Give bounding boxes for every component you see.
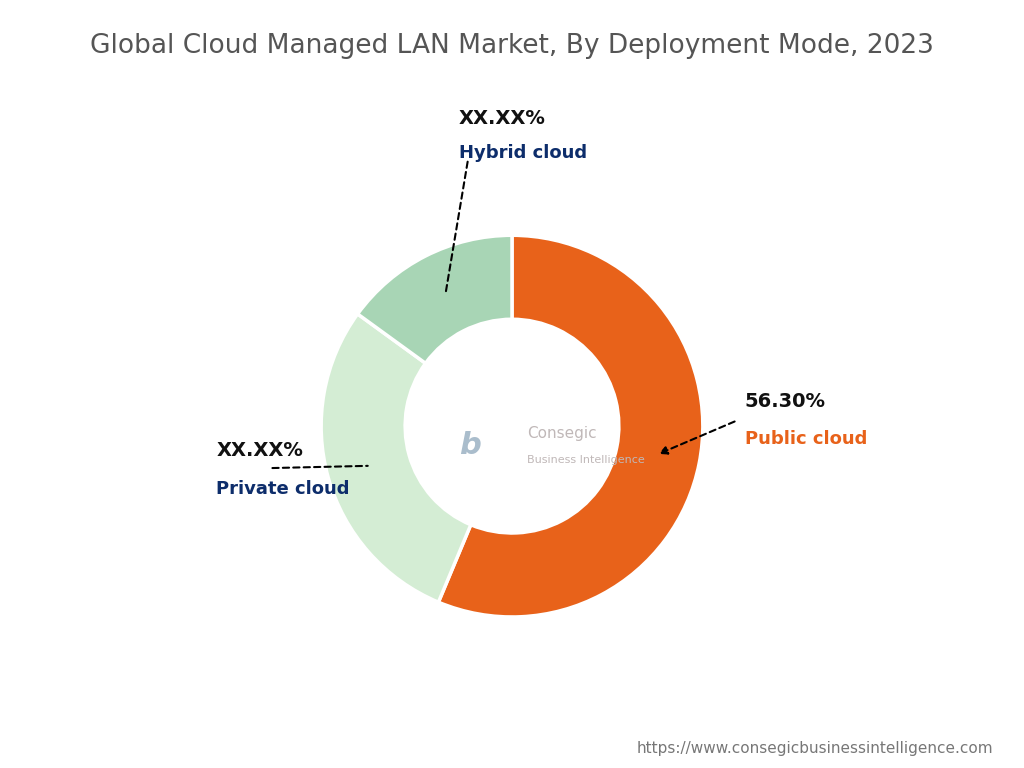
Text: XX.XX%: XX.XX% <box>459 109 546 128</box>
Text: Global Cloud Managed LAN Market, By Deployment Mode, 2023: Global Cloud Managed LAN Market, By Depl… <box>90 33 934 59</box>
Wedge shape <box>438 235 702 617</box>
Wedge shape <box>322 314 471 602</box>
Text: 56.30%: 56.30% <box>744 392 825 411</box>
Text: Hybrid cloud: Hybrid cloud <box>459 144 587 162</box>
Circle shape <box>406 319 618 533</box>
Text: Public cloud: Public cloud <box>744 431 867 449</box>
Text: Consegic: Consegic <box>527 426 597 442</box>
Text: https://www.consegicbusinessintelligence.com: https://www.consegicbusinessintelligence… <box>637 741 993 756</box>
Text: Private cloud: Private cloud <box>216 480 350 498</box>
Text: b: b <box>459 431 481 460</box>
Text: Business Intelligence: Business Intelligence <box>527 455 645 465</box>
Wedge shape <box>357 235 512 363</box>
Text: XX.XX%: XX.XX% <box>216 442 303 461</box>
